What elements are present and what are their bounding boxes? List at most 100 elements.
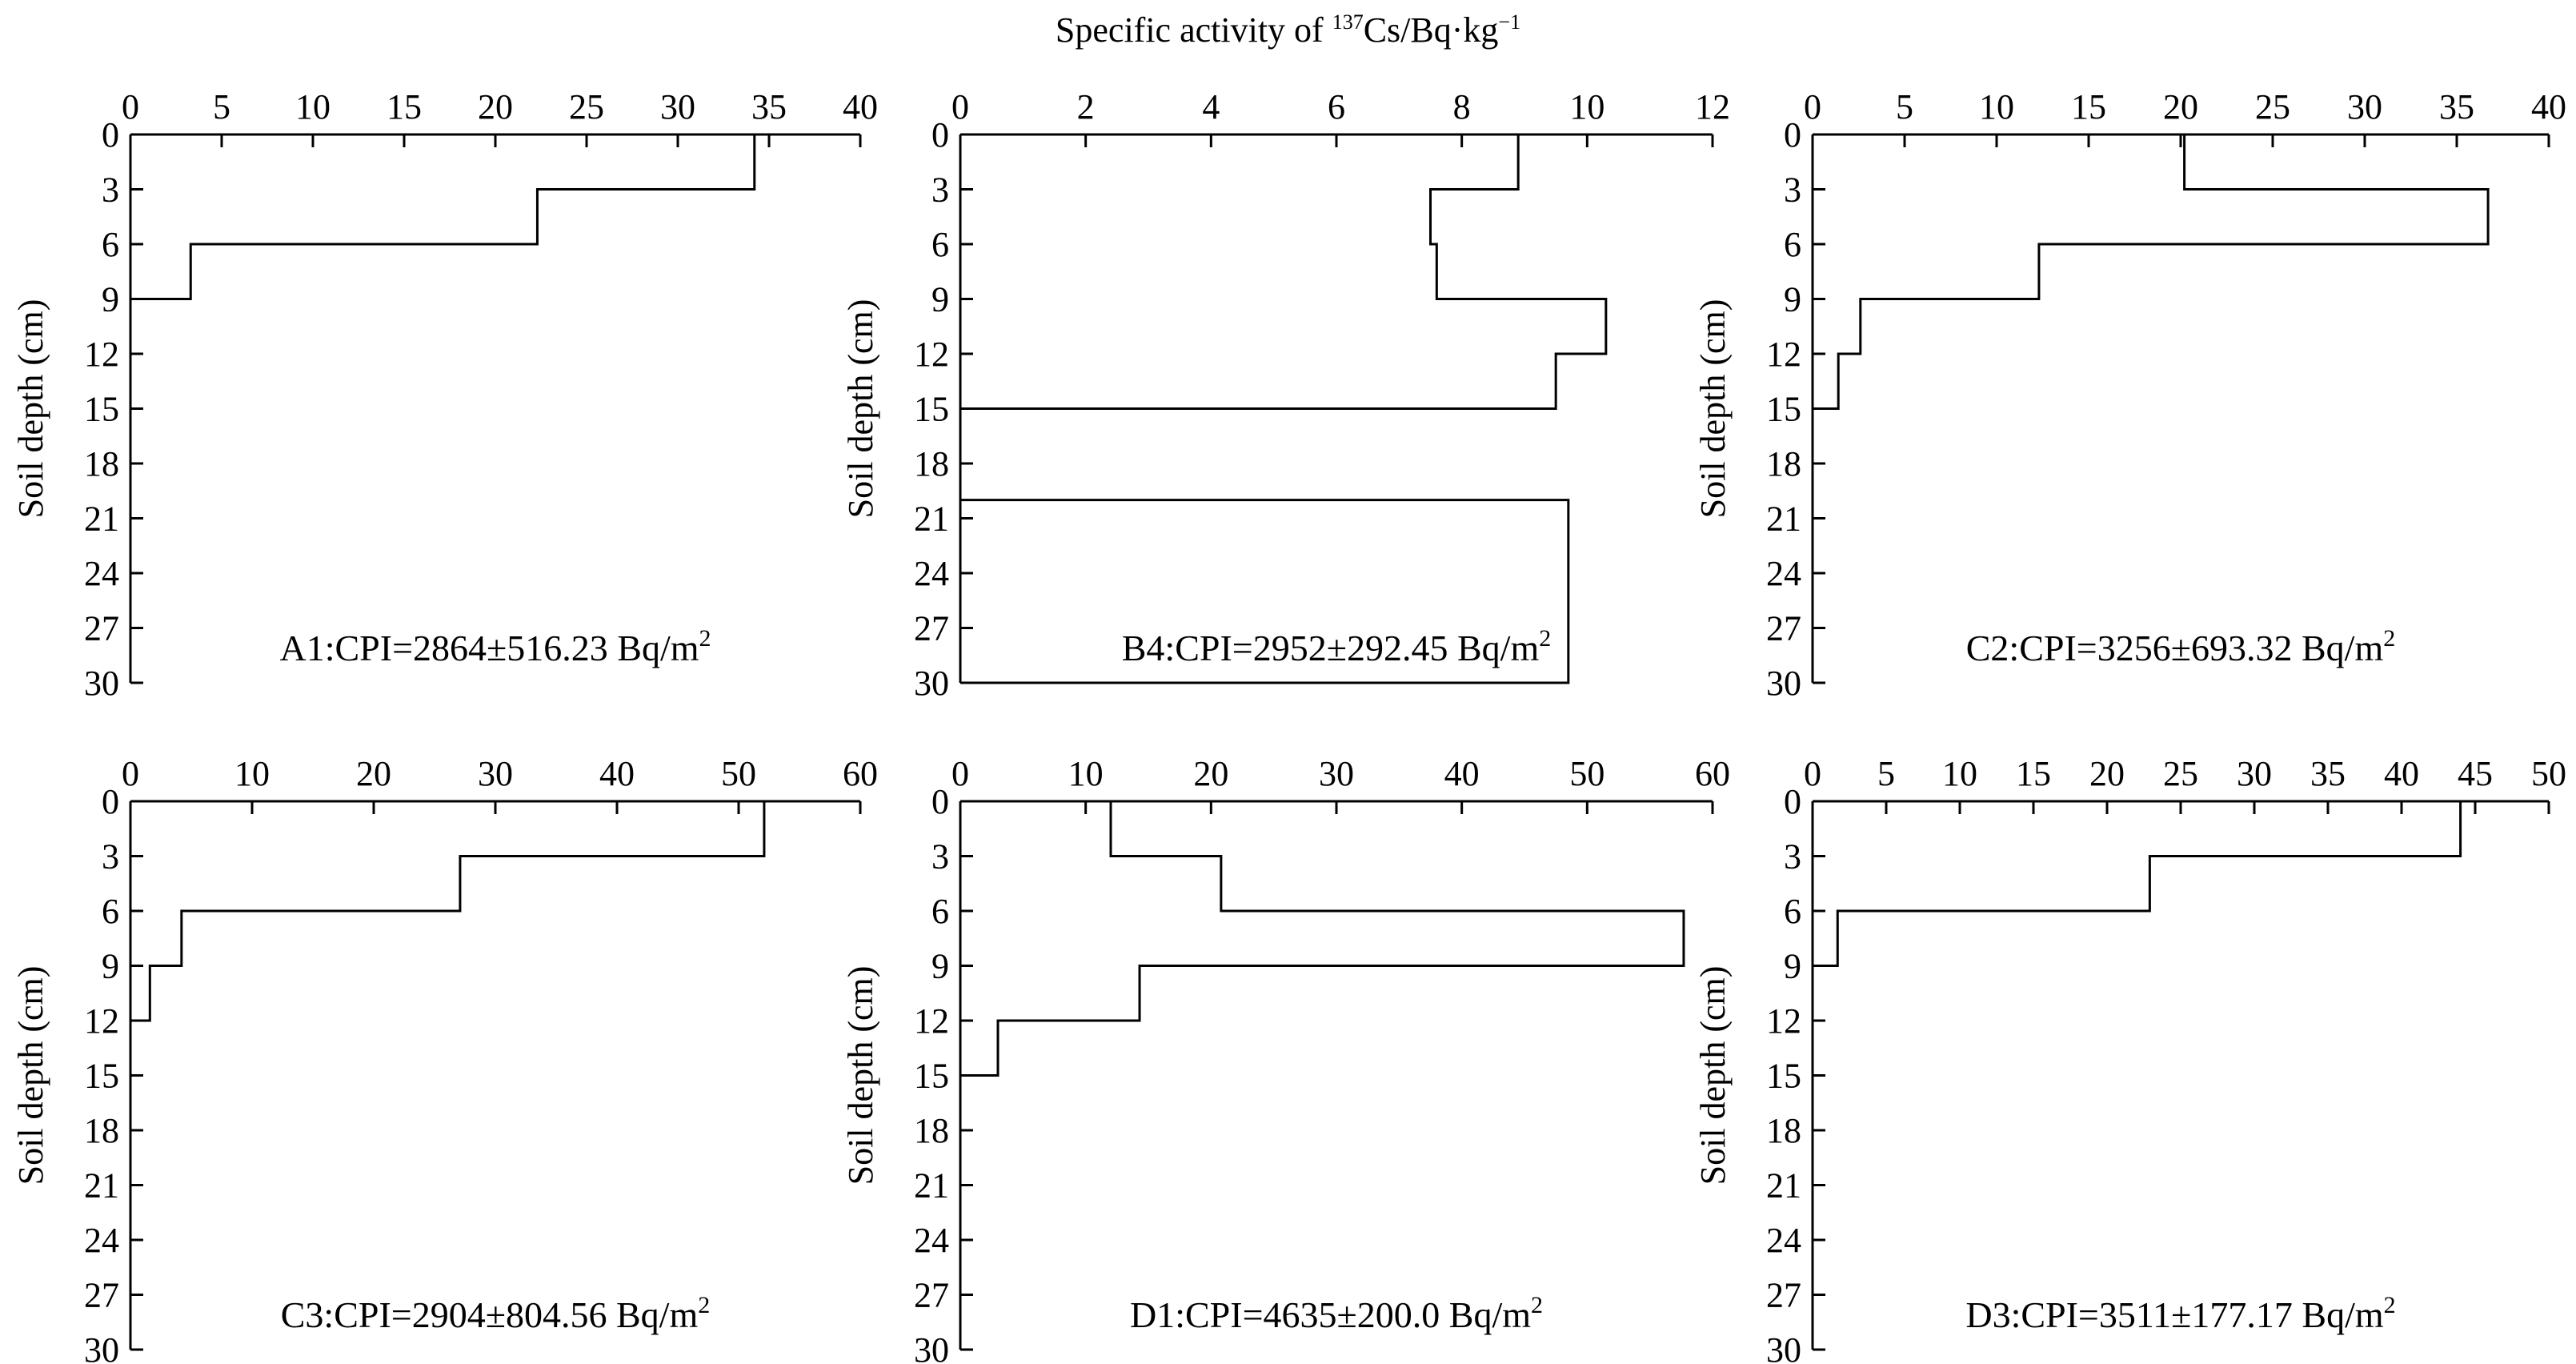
y-tick-label: 0	[1784, 782, 1801, 821]
y-tick-label: 3	[1784, 170, 1801, 210]
cpi-annotation: D1:CPI=4635±200.0 Bq/m2	[1130, 1292, 1543, 1335]
x-tick-label: 35	[751, 87, 787, 126]
y-tick-label: 3	[931, 170, 949, 210]
x-tick-label: 5	[1896, 87, 1913, 126]
y-tick-label: 30	[914, 664, 949, 703]
x-tick-label: 25	[2255, 87, 2290, 126]
x-tick-label: 40	[599, 754, 635, 793]
y-tick-label: 30	[1766, 1330, 1801, 1364]
y-tick-label: 24	[1766, 554, 1801, 593]
x-tick-label: 5	[1877, 754, 1895, 793]
cpi-annotation-text: D3:CPI=3511±177.17 Bq/m	[1965, 1294, 2384, 1335]
x-tick-label: 8	[1453, 87, 1471, 126]
y-tick-label: 0	[102, 782, 119, 821]
y-tick-label: 24	[84, 554, 119, 593]
y-tick-label: 27	[1766, 609, 1801, 648]
y-tick-label: 3	[102, 170, 119, 210]
x-tick-label: 10	[1979, 87, 2014, 126]
y-tick-label: 15	[84, 390, 119, 429]
y-tick-label: 6	[102, 892, 119, 931]
y-tick-label: 12	[1766, 1001, 1801, 1041]
x-tick-label: 40	[2384, 754, 2419, 793]
series-line-b4-2	[960, 499, 1570, 684]
y-tick-label: 15	[914, 390, 949, 429]
cpi-annotation-text: C2:CPI=3256±693.32 Bq/m	[1966, 628, 2384, 668]
x-tick-label: 0	[951, 754, 969, 793]
series-line-a1-1	[130, 133, 756, 300]
x-tick-label: 40	[1444, 754, 1480, 793]
x-tick-label: 15	[2071, 87, 2106, 126]
y-tick-label: 30	[1766, 664, 1801, 703]
x-tick-label: 2	[1077, 87, 1095, 126]
y-tick-label: 30	[84, 1330, 119, 1364]
cpi-annotation-text: C3:CPI=2904±804.56 Bq/m	[281, 1294, 699, 1335]
series-line-d3-1	[1813, 800, 2462, 967]
y-tick-label: 24	[914, 1221, 949, 1260]
cpi-annotation: A1:CPI=2864±516.23 Bq/m2	[279, 625, 711, 668]
chart-panel-a1: 0 5 10 15 20 25 30 35 40 0 3 6 9 12 15 18 21 24 27 30 Soil d…	[11, 87, 878, 703]
title-unit-exponent: −1	[1498, 10, 1521, 34]
y-tick-label: 0	[931, 782, 949, 821]
x-tick-label: 0	[1804, 87, 1821, 126]
y-tick-label: 12	[84, 1001, 119, 1041]
y-tick-label: 18	[914, 444, 949, 483]
x-tick-label: 0	[122, 754, 139, 793]
cpi-annotation-text: A1:CPI=2864±516.23 Bq/m	[279, 628, 699, 668]
x-tick-label: 4	[1202, 87, 1220, 126]
x-tick-label: 0	[951, 87, 969, 126]
y-tick-label: 21	[914, 499, 949, 539]
x-tick-label: 50	[1569, 754, 1604, 793]
y-tick-label: 21	[84, 499, 119, 539]
y-tick-label: 18	[84, 1111, 119, 1150]
cpi-annotation: B4:CPI=2952±292.45 Bq/m2	[1122, 625, 1551, 668]
y-tick-label: 21	[84, 1166, 119, 1206]
y-tick-label: 12	[1766, 335, 1801, 374]
x-tick-label: 20	[478, 87, 513, 126]
x-tick-label: 60	[843, 754, 878, 793]
y-tick-label: 15	[1766, 390, 1801, 429]
y-tick-label: 21	[1766, 499, 1801, 539]
y-tick-label: 9	[931, 947, 949, 986]
x-tick-label: 10	[234, 754, 270, 793]
y-tick-label: 18	[914, 1111, 949, 1150]
y-tick-label: 21	[1766, 1166, 1801, 1206]
x-tick-label: 45	[2458, 754, 2493, 793]
y-tick-label: 6	[102, 225, 119, 264]
x-tick-label: 50	[2531, 754, 2566, 793]
series-line-c3-1	[130, 800, 766, 1022]
y-tick-label: 0	[102, 115, 119, 154]
x-tick-label: 20	[2089, 754, 2125, 793]
y-tick-label: 18	[84, 444, 119, 483]
y-tick-label: 18	[1766, 1111, 1801, 1150]
y-tick-label: 6	[931, 892, 949, 931]
x-tick-label: 20	[1193, 754, 1228, 793]
y-tick-label: 27	[914, 609, 949, 648]
y-tick-label: 15	[84, 1057, 119, 1096]
x-tick-label: 40	[843, 87, 878, 126]
title-isotope-rest: Cs/Bq·kg	[1363, 10, 1499, 50]
cpi-annotation: C2:CPI=3256±693.32 Bq/m2	[1966, 625, 2395, 668]
x-tick-label: 25	[2163, 754, 2198, 793]
y-tick-label: 15	[1766, 1057, 1801, 1096]
x-tick-label: 15	[2016, 754, 2051, 793]
y-tick-label: 30	[84, 664, 119, 703]
y-axis-label: Soil depth (cm)	[11, 299, 50, 519]
y-tick-label: 3	[931, 837, 949, 877]
x-tick-label: 10	[1942, 754, 1977, 793]
y-tick-label: 3	[1784, 837, 1801, 877]
y-axis-label: Soil depth (cm)	[1693, 966, 1733, 1185]
y-tick-label: 24	[84, 1221, 119, 1260]
y-tick-label: 3	[102, 837, 119, 877]
y-tick-label: 9	[1784, 947, 1801, 986]
y-tick-label: 24	[1766, 1221, 1801, 1260]
chart-panel-d3: 0 5 10 15 20 25 30 35 40 45 50 0 3 6 9 12 15 18 21 24 27 30 So…	[1693, 754, 2566, 1364]
y-tick-label: 0	[931, 115, 949, 154]
x-tick-label: 50	[721, 754, 756, 793]
cpi-annotation-sup: 2	[2383, 625, 2395, 652]
cpi-annotation-sup: 2	[1539, 625, 1551, 652]
x-tick-label: 0	[1804, 754, 1821, 793]
y-tick-label: 15	[914, 1057, 949, 1096]
cpi-annotation: C3:CPI=2904±804.56 Bq/m2	[281, 1292, 710, 1335]
